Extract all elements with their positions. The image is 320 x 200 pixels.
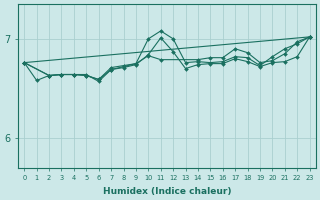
X-axis label: Humidex (Indice chaleur): Humidex (Indice chaleur) bbox=[103, 187, 231, 196]
